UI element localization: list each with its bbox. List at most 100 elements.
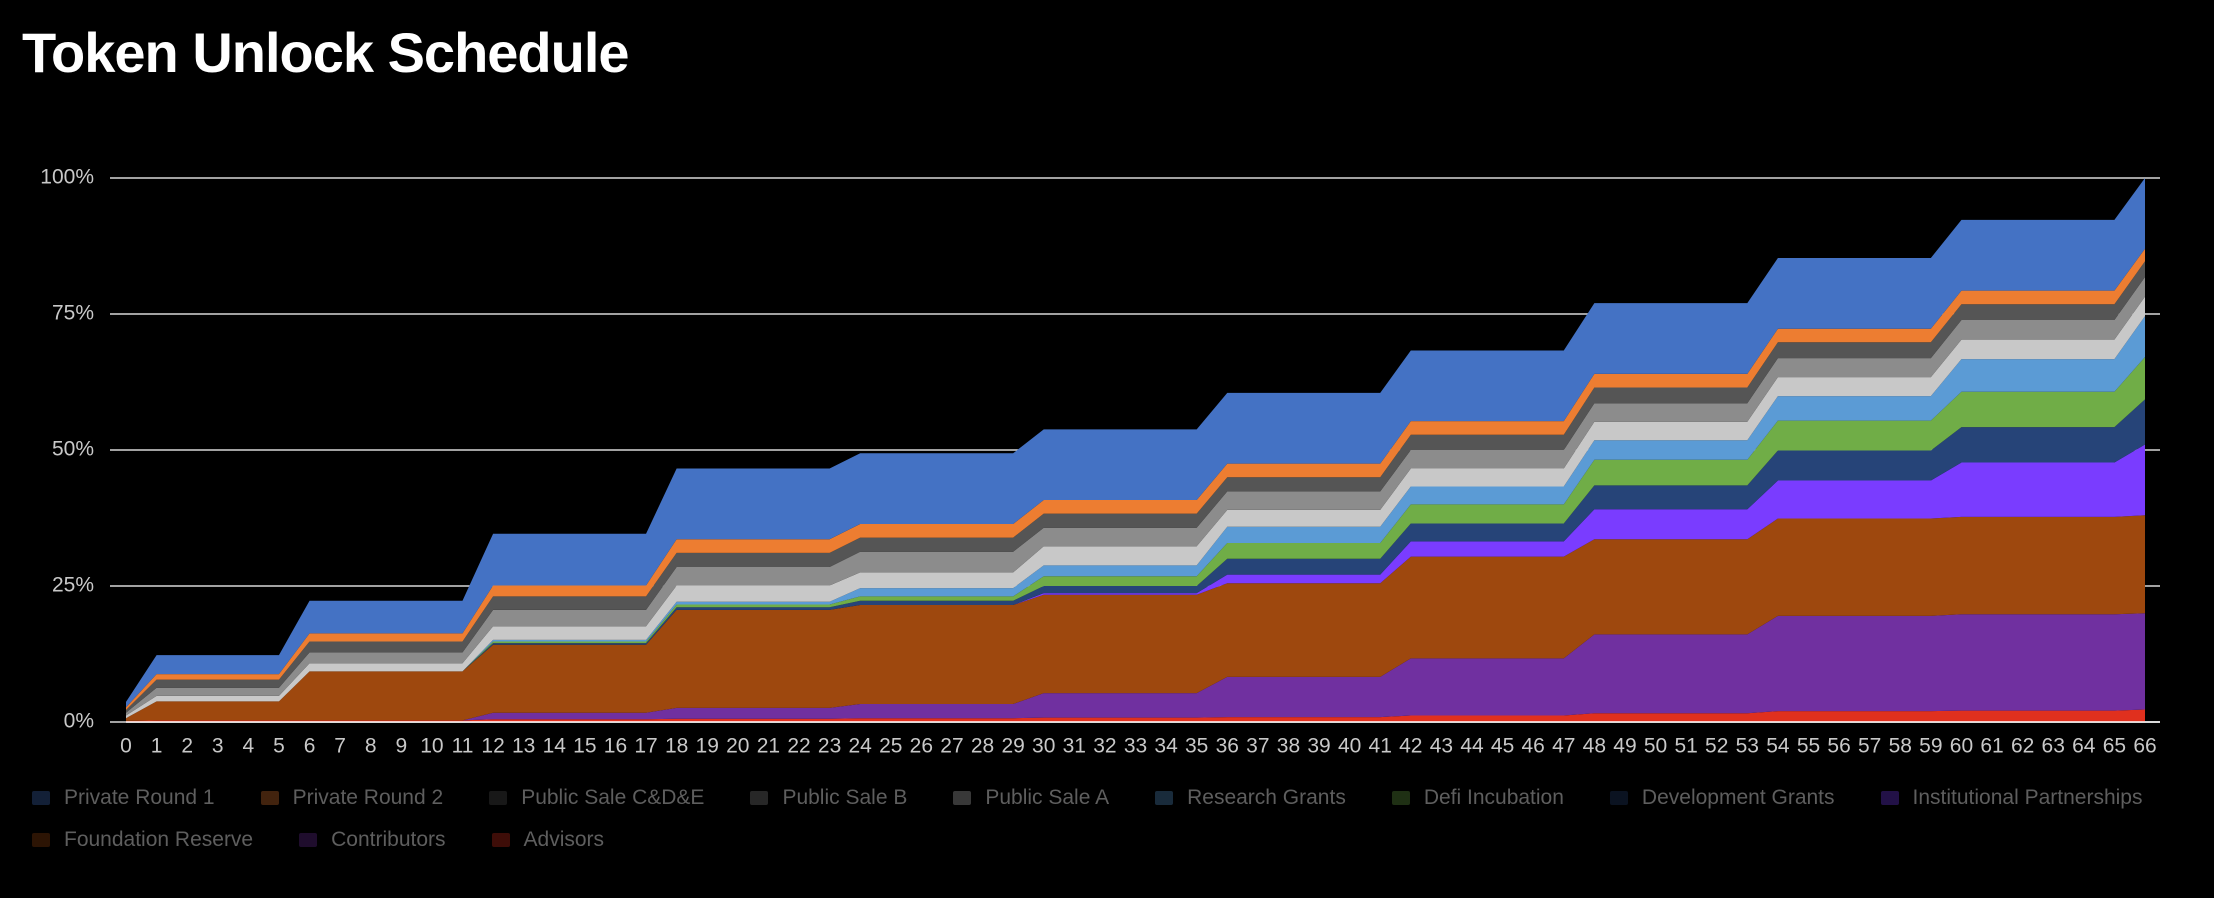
area [126,261,2145,713]
legend-label: Institutional Partnerships [1912,786,2143,809]
y-tick-label: 75% [52,302,94,325]
x-tick-label: 49 [1613,735,1636,758]
area [126,709,2145,722]
legend-swatch [1391,791,1410,805]
x-tick-label: 8 [365,735,377,758]
legend-item[interactable]: Foundation Reserve [32,828,253,852]
x-tick-label: 55 [1797,735,1820,758]
legend-label: Advisors [523,828,605,851]
x-tick-label: 13 [512,735,535,758]
legend-item[interactable]: Development Grants [1609,786,1835,810]
x-tick-label: 0 [120,735,132,758]
x-tick-label: 21 [757,735,780,758]
area [126,444,2145,719]
x-tick-label: 38 [1277,735,1300,758]
x-tick-label: 57 [1858,735,1881,758]
x-tick-label: 6 [304,735,316,758]
legend-swatch [1609,791,1628,805]
x-tick-label: 62 [2011,735,2034,758]
x-tick-label: 2 [181,735,193,758]
x-tick-label: 32 [1093,735,1116,758]
x-tick-label: 4 [243,735,255,758]
legend-label: Foundation Reserve [64,828,254,851]
x-tick-label: 34 [1154,735,1178,758]
legend-item[interactable]: Public Sale A [953,786,1109,810]
legend-item[interactable]: Research Grants [1155,786,1346,810]
legend-item[interactable]: Private Round 2 [260,786,444,810]
x-tick-label: 50 [1644,735,1667,758]
x-tick-label: 45 [1491,735,1514,758]
y-tick-label: 0% [64,710,94,733]
legend-swatch [32,791,50,805]
x-tick-label: 3 [212,735,224,758]
legend-label: Defi Incubation [1423,786,1564,809]
chart: Token Unlock Schedule 0%25%50%75%100%0 1 2… [22,21,2160,758]
x-tick-label: 27 [940,735,963,758]
legend-swatch [1880,791,1899,805]
x-tick-label: 39 [1307,735,1330,758]
x-tick-label: 59 [1919,735,1942,758]
x-tick-label: 18 [665,735,688,758]
legend-label: Private Round 1 [64,786,215,809]
x-tick-label: 33 [1124,735,1147,758]
legend-swatch [750,791,769,805]
legend-swatch [953,791,972,805]
legend-item[interactable]: Public Sale B [750,786,907,810]
x-tick-label: 30 [1032,735,1055,758]
x-tick-label: 43 [1430,735,1453,758]
x-tick-label: 14 [543,735,567,758]
x-tick-label: 54 [1766,735,1790,758]
legend: Private Round 1 Private Round 2 Public Sal… [32,786,2212,852]
x-tick-label: 41 [1369,735,1392,758]
legend-item[interactable]: Advisors [491,828,605,852]
x-tick-label: 42 [1399,735,1422,758]
legend-label: Contributors [331,828,446,851]
x-tick-label: 15 [573,735,596,758]
x-tick-label: 25 [879,735,902,758]
x-tick-label: 40 [1338,735,1361,758]
x-tick-label: 63 [2042,735,2065,758]
x-tick-label: 52 [1705,735,1728,758]
x-tick-label: 35 [1185,735,1208,758]
x-tick-label: 1 [151,735,163,758]
area [126,515,2145,721]
x-tick-label: 24 [849,735,873,758]
x-tick-label: 19 [696,735,719,758]
x-tick-label: 64 [2072,735,2096,758]
x-tick-label: 56 [1827,735,1850,758]
y-tick-label: 50% [52,438,94,461]
legend-label: Development Grants [1641,786,1835,809]
chart-title: Token Unlock Schedule [22,21,629,84]
y-tick-label: 100% [40,166,94,189]
legend-swatch [491,833,510,847]
x-tick-label: 46 [1522,735,1545,758]
area [126,178,2145,708]
x-tick-label: 22 [787,735,810,758]
legend-label: Private Round 2 [292,786,444,809]
x-tick-label: 65 [2103,735,2126,758]
x-tick-label: 48 [1583,735,1606,758]
x-tick-label: 53 [1736,735,1759,758]
x-tick-label: 36 [1216,735,1239,758]
legend-item[interactable]: Private Round 1 [32,786,215,810]
x-tick-label: 12 [481,735,504,758]
x-tick-label: 29 [1001,735,1024,758]
x-tick-label: 7 [334,735,346,758]
x-tick-label: 44 [1460,735,1484,758]
x-tick-label: 58 [1889,735,1912,758]
legend-swatch [299,833,318,847]
legend-item[interactable]: Public Sale C&D&E [489,786,704,810]
legend-item[interactable]: Contributors [299,828,446,852]
legend-swatch [260,791,279,805]
legend-label: Research Grants [1187,786,1346,809]
x-tick-label: 51 [1674,735,1697,758]
x-tick-label: 37 [1246,735,1269,758]
legend-swatch [32,833,50,847]
x-tick-label: 10 [420,735,443,758]
legend-item[interactable]: Institutional Partnerships [1880,786,2143,810]
y-tick-label: 25% [52,574,94,597]
legend-item[interactable]: Defi Incubation [1391,786,1564,810]
legend-label: Public Sale B [782,786,908,809]
area [126,613,2145,721]
